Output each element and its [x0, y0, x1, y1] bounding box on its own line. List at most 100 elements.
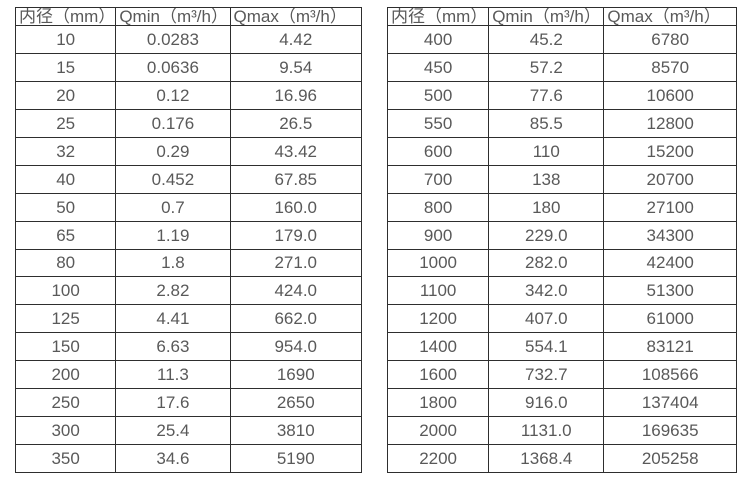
qmin-cell: 110: [488, 136, 605, 166]
qmin-cell: 138: [488, 164, 605, 194]
qmin-cell: 25.4: [115, 416, 231, 446]
qmin-cell: 0.7: [115, 192, 231, 222]
table-row: 25 0.176 26.5: [14, 108, 362, 138]
table-row: 1800 916.0 137404: [386, 388, 737, 418]
diameter-cell: 700: [386, 164, 490, 194]
qmin-cell: 45.2: [488, 25, 605, 54]
table-row: 250 17.6 2650: [14, 388, 362, 418]
column-header-qmin: Qmin（m³/h）: [115, 7, 231, 26]
qmax-cell: 67.85: [229, 164, 362, 194]
qmax-cell: 16.96: [229, 80, 362, 110]
diameter-cell: 1400: [386, 332, 490, 362]
table-row: 50 0.7 160.0: [14, 192, 362, 222]
table-row: 32 0.29 43.42: [14, 136, 362, 166]
diameter-cell: 300: [14, 416, 117, 446]
table-row: 200 11.3 1690: [14, 360, 362, 390]
table-body-left: 10 0.0283 4.42 15 0.0636 9.54 20 0.12 16…: [14, 25, 362, 473]
diameter-cell: 450: [386, 52, 490, 82]
table-row: 15 0.0636 9.54: [14, 52, 362, 82]
table-row: 350 34.6 5190: [14, 444, 362, 473]
qmax-cell: 42400: [603, 248, 737, 278]
qmax-cell: 6780: [603, 25, 737, 54]
qmin-cell: 17.6: [115, 388, 231, 418]
qmax-cell: 8570: [603, 52, 737, 82]
table-row: 600 110 15200: [386, 136, 737, 166]
flow-rate-table-left: 内径（mm） Qmin（m³/h） Qmax（m³/h） 10 0.0283 4…: [14, 7, 362, 473]
diameter-cell: 500: [386, 80, 490, 110]
qmax-cell: 108566: [603, 360, 737, 390]
qmax-cell: 12800: [603, 108, 737, 138]
qmin-cell: 554.1: [488, 332, 605, 362]
column-header-qmax: Qmax（m³/h）: [603, 7, 737, 26]
table-row: 2200 1368.4 205258: [386, 444, 737, 473]
diameter-cell: 350: [14, 444, 117, 473]
diameter-cell: 200: [14, 360, 117, 390]
qmin-cell: 1.8: [115, 248, 231, 278]
diameter-cell: 25: [14, 108, 117, 138]
qmin-cell: 342.0: [488, 276, 605, 306]
table-row: 900 229.0 34300: [386, 220, 737, 250]
diameter-cell: 125: [14, 304, 117, 334]
table-row: 2000 1131.0 169635: [386, 416, 737, 446]
diameter-cell: 50: [14, 192, 117, 222]
qmax-cell: 83121: [603, 332, 737, 362]
column-header-qmin: Qmin（m³/h）: [488, 7, 605, 26]
qmin-cell: 57.2: [488, 52, 605, 82]
header-row: 内径（mm） Qmin（m³/h） Qmax（m³/h）: [14, 7, 362, 26]
table-row: 1200 407.0 61000: [386, 304, 737, 334]
table-body-right: 400 45.2 6780 450 57.2 8570 500 77.6 106…: [386, 25, 737, 473]
table-row: 800 180 27100: [386, 192, 737, 222]
qmax-cell: 51300: [603, 276, 737, 306]
diameter-cell: 80: [14, 248, 117, 278]
qmax-cell: 27100: [603, 192, 737, 222]
qmax-cell: 205258: [603, 444, 737, 473]
qmin-cell: 229.0: [488, 220, 605, 250]
table-row: 400 45.2 6780: [386, 25, 737, 54]
table-row: 1000 282.0 42400: [386, 248, 737, 278]
qmin-cell: 34.6: [115, 444, 231, 473]
qmax-cell: 424.0: [229, 276, 362, 306]
diameter-cell: 600: [386, 136, 490, 166]
qmax-cell: 10600: [603, 80, 737, 110]
header-row: 内径（mm） Qmin（m³/h） Qmax（m³/h）: [386, 7, 737, 26]
table-header-row-left: 内径（mm） Qmin（m³/h） Qmax（m³/h）: [14, 7, 362, 26]
qmax-cell: 43.42: [229, 136, 362, 166]
table-row: 700 138 20700: [386, 164, 737, 194]
qmin-cell: 0.29: [115, 136, 231, 166]
qmin-cell: 0.12: [115, 80, 231, 110]
qmax-cell: 15200: [603, 136, 737, 166]
diameter-cell: 65: [14, 220, 117, 250]
table-row: 450 57.2 8570: [386, 52, 737, 82]
table-row: 500 77.6 10600: [386, 80, 737, 110]
diameter-cell: 800: [386, 192, 490, 222]
qmax-cell: 4.42: [229, 25, 362, 54]
table-row: 40 0.452 67.85: [14, 164, 362, 194]
diameter-cell: 1000: [386, 248, 490, 278]
qmin-cell: 11.3: [115, 360, 231, 390]
diameter-cell: 1100: [386, 276, 490, 306]
qmin-cell: 407.0: [488, 304, 605, 334]
qmin-cell: 1131.0: [488, 416, 605, 446]
qmax-cell: 137404: [603, 388, 737, 418]
table-row: 65 1.19 179.0: [14, 220, 362, 250]
diameter-cell: 1200: [386, 304, 490, 334]
qmax-cell: 2650: [229, 388, 362, 418]
qmin-cell: 180: [488, 192, 605, 222]
qmax-cell: 169635: [603, 416, 737, 446]
diameter-cell: 100: [14, 276, 117, 306]
qmin-cell: 4.41: [115, 304, 231, 334]
diameter-cell: 1600: [386, 360, 490, 390]
qmax-cell: 179.0: [229, 220, 362, 250]
table-row: 550 85.5 12800: [386, 108, 737, 138]
table-row: 10 0.0283 4.42: [14, 25, 362, 54]
table-row: 125 4.41 662.0: [14, 304, 362, 334]
table-header-row-right: 内径（mm） Qmin（m³/h） Qmax（m³/h）: [386, 7, 737, 26]
qmin-cell: 916.0: [488, 388, 605, 418]
qmin-cell: 1.19: [115, 220, 231, 250]
diameter-cell: 900: [386, 220, 490, 250]
diameter-cell: 550: [386, 108, 490, 138]
table-row: 150 6.63 954.0: [14, 332, 362, 362]
qmax-cell: 61000: [603, 304, 737, 334]
table-row: 80 1.8 271.0: [14, 248, 362, 278]
diameter-cell: 15: [14, 52, 117, 82]
